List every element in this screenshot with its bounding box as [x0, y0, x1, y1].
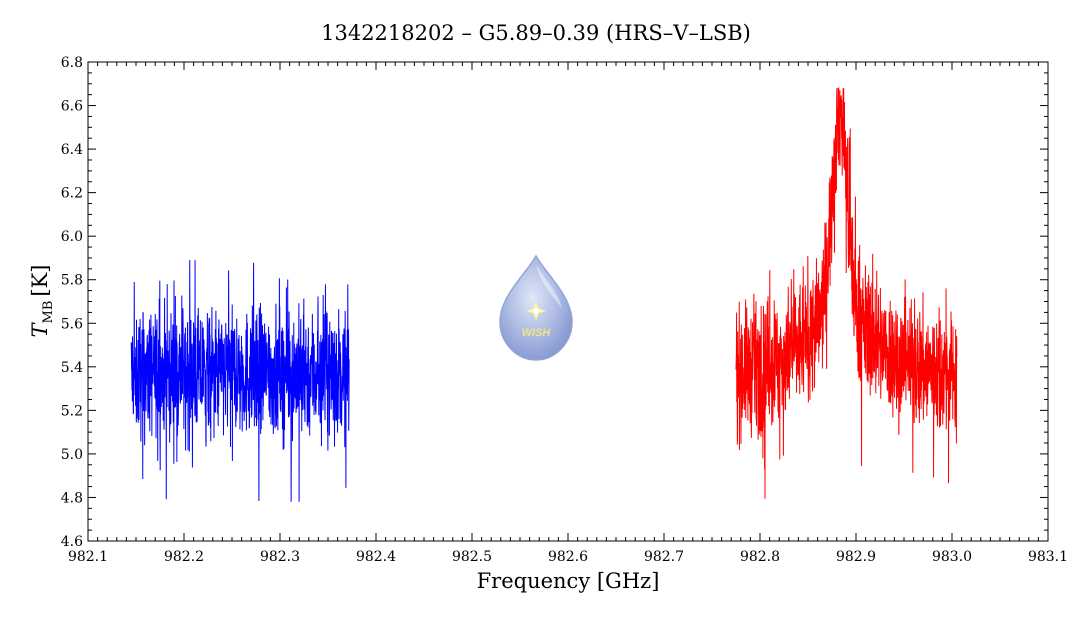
- y-tick-label: 6.8: [61, 55, 83, 71]
- x-tick-label: 982.2: [164, 549, 204, 565]
- series-layer: [130, 87, 958, 502]
- y-axis-label-sub: MB: [41, 301, 56, 324]
- y-tick-label: 4.6: [61, 534, 83, 550]
- y-tick-label: 5.8: [61, 273, 83, 289]
- y-tick-label: 6.0: [61, 229, 83, 245]
- plot-frame: [87, 61, 1049, 542]
- svg-text:TMB[K]: TMB [K]: [28, 265, 56, 338]
- y-tick-label: 5.0: [61, 447, 83, 463]
- y-tick-label: 6.4: [61, 142, 83, 158]
- x-tick-label: 982.3: [260, 549, 300, 565]
- y-axis-label-unit: [K]: [28, 265, 52, 297]
- x-tick-label: 982.8: [740, 549, 780, 565]
- x-tick-label: 982.6: [548, 549, 588, 565]
- x-tick-labels: 982.1 982.2 982.3 982.4 982.5 982.6 982.7 982.8…: [68, 549, 1068, 565]
- y-tick-label: 5.2: [61, 403, 83, 419]
- y-tick-label: 5.6: [61, 316, 83, 332]
- y-tick-label: 6.6: [61, 99, 83, 115]
- x-axis-label: Frequency [GHz]: [477, 569, 660, 593]
- x-tick-label: 982.9: [836, 549, 876, 565]
- x-tick-label: 982.4: [356, 549, 396, 565]
- y-axis-label-main: T: [28, 321, 52, 337]
- chart-title: 1342218202 – G5.89–0.39 (HRS–V–LSB): [321, 21, 751, 45]
- x-tick-label: 982.5: [452, 549, 492, 565]
- x-tick-label: 983.0: [932, 549, 972, 565]
- logo-text: WISH: [522, 327, 552, 339]
- wish-logo: WISH: [499, 254, 573, 361]
- axis-ticks: [87, 61, 1049, 542]
- spectrum-series-2: [735, 87, 958, 499]
- x-tick-label: 983.1: [1028, 549, 1068, 565]
- y-tick-label: 6.2: [61, 186, 83, 202]
- star-icon: [526, 301, 546, 321]
- y-tick-label: 4.8: [61, 490, 83, 506]
- spectrum-series-1: [130, 260, 350, 502]
- x-tick-label: 982.1: [68, 549, 108, 565]
- y-tick-label: 5.4: [61, 360, 83, 376]
- x-tick-label: 982.7: [644, 549, 684, 565]
- y-axis-label: TMB [K]: [28, 265, 56, 338]
- y-tick-labels: 4.6 4.8 5.0 5.2 5.4 5.6 5.8 6.0 6.2 6.4 6.6 6.8: [61, 55, 83, 550]
